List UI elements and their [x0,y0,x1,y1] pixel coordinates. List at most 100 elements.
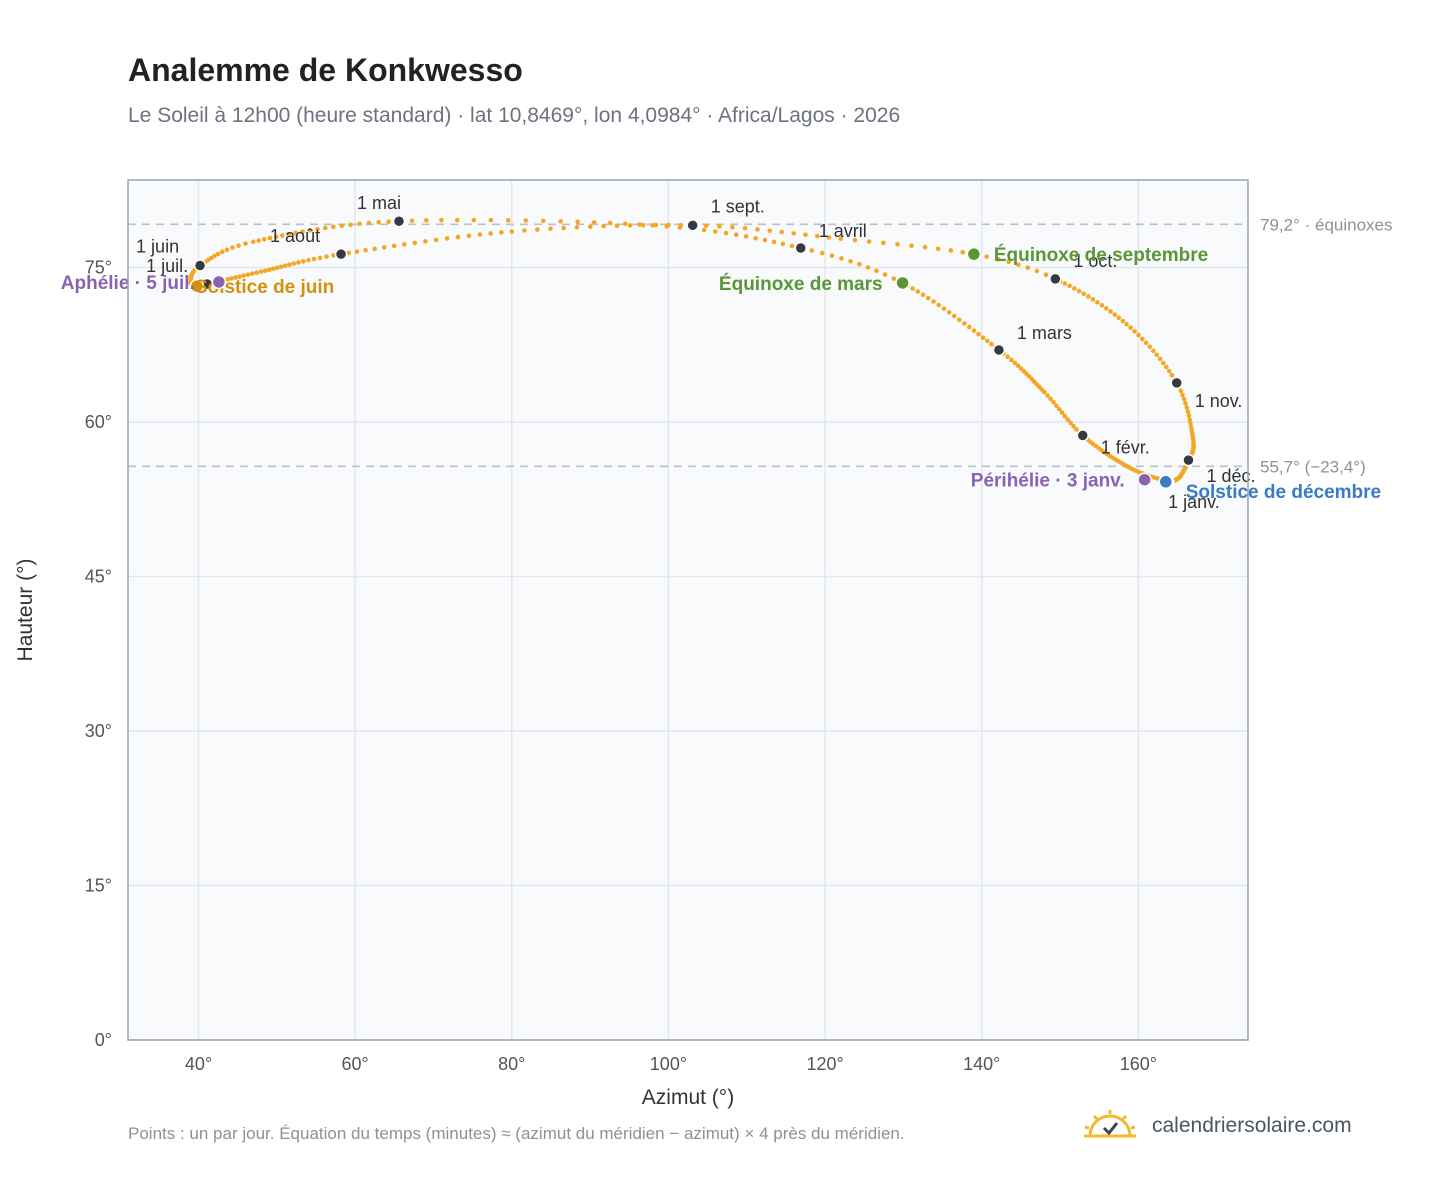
day-point [444,236,450,241]
day-point [819,250,825,256]
day-point [439,217,444,223]
x-tick-label: 100° [650,1054,687,1074]
month-marker [992,343,1006,357]
day-point [1169,372,1175,378]
month-marker [1182,453,1195,467]
x-tick-label: 60° [342,1054,369,1074]
day-point [1160,360,1166,366]
day-point [951,313,957,319]
day-point [895,241,900,247]
day-point [1103,306,1109,311]
day-point [1116,315,1122,321]
event-label: Solstice de décembre [1186,482,1381,503]
brand[interactable]: calendriersolaire.com [1082,1106,1352,1146]
day-point [1071,423,1076,429]
day-point [1012,360,1018,366]
day-point [1076,288,1082,294]
day-point [1184,405,1190,410]
day-point [941,306,947,311]
event-label: Équinoxe de septembre [994,244,1208,266]
month-marker [193,259,207,272]
day-point [910,286,915,291]
day-point [627,223,633,228]
day-point [1178,388,1184,394]
day-point [354,249,360,254]
day-point [771,239,777,245]
day-point [1005,354,1010,360]
month-label: 1 oct. [1073,251,1117,271]
day-point [477,232,483,237]
day-point [653,222,659,228]
day-point [331,224,336,230]
day-point [809,248,815,253]
x-tick-label: 120° [806,1054,843,1074]
day-point [523,218,529,223]
day-point [466,233,472,239]
day-point [286,231,292,237]
day-point [1051,400,1056,405]
day-point [433,237,439,243]
day-point [220,249,225,255]
day-point [322,225,328,231]
day-point [915,289,921,294]
day-point [1048,396,1053,402]
day-point [1187,417,1193,422]
month-label: 1 mars [1017,323,1072,343]
day-point [995,256,1001,262]
day-point [703,223,709,229]
day-point [499,230,504,235]
month-label: 1 sept. [711,196,765,216]
day-point [1062,281,1068,286]
day-point [1043,272,1049,278]
day-point [1025,265,1031,270]
day-point [1183,400,1188,406]
x-axis-label: Azimut (°) [642,1086,734,1109]
day-point [243,241,248,246]
day-point [1157,356,1163,362]
x-tick-label: 80° [498,1054,525,1074]
day-point [1112,312,1117,317]
day-point [935,246,941,252]
chart-title: Analemme de Konkwesso [128,52,523,88]
day-point [561,225,566,231]
month-marker [334,247,348,261]
day-point [300,229,305,234]
day-point [262,268,268,274]
day-point [1188,424,1194,430]
event-marker [1137,472,1152,487]
day-point [254,270,260,275]
event-marker [189,278,205,294]
brand-name: calendriersolaire.com [1152,1114,1352,1137]
month-label: 1 janv. [1168,492,1220,512]
month-label: 1 déc. [1206,466,1255,486]
day-point [980,335,986,340]
month-label: 1 févr. [1101,437,1150,457]
day-point [225,276,231,282]
day-point [250,271,255,276]
day-point [779,229,785,235]
day-point [767,228,772,233]
day-point [640,222,646,228]
month-marker [794,241,808,255]
day-point [1181,396,1187,402]
day-point [574,224,580,230]
y-axis-label: Hauteur (°) [14,559,37,662]
day-point [607,220,613,226]
y-tick-label: 0° [95,1030,112,1050]
day-point [237,274,242,279]
day-point [852,237,858,243]
day-point [803,232,808,238]
footnote: Points : un par jour. Équation du temps … [128,1124,905,1143]
day-point [925,295,931,301]
day-point [1062,413,1068,419]
day-point [762,237,768,243]
day-point [1074,427,1079,432]
day-point [311,256,317,262]
day-point [957,317,962,323]
day-point [324,254,329,259]
day-point [256,238,261,243]
day-point [1006,259,1011,265]
day-point [936,302,942,308]
day-point [471,217,477,223]
